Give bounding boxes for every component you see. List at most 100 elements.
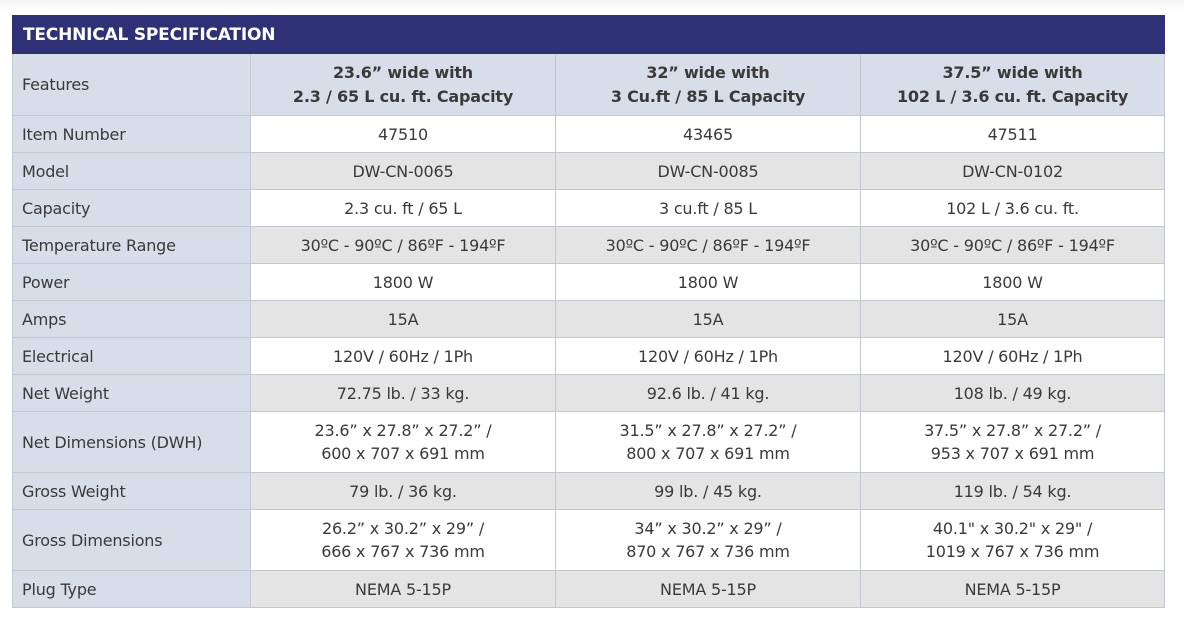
row-label: Power: [12, 263, 251, 301]
table-row: Gross Weight 79 lb. / 36 kg. 99 lb. / 45 k…: [12, 472, 1166, 510]
cell-line: 34” x 30.2” x 29” /: [634, 519, 782, 538]
cell-value: 15A: [859, 300, 1166, 338]
cell-value: 47511: [859, 115, 1166, 153]
row-label: Electrical: [12, 337, 251, 375]
cell-line: 47511: [987, 124, 1038, 144]
header-line: 32” wide with: [646, 62, 770, 82]
column-header: 32” wide with 3 Cu.ft / 85 L Capacity: [555, 53, 861, 116]
cell-value: 72.75 lb. / 33 kg.: [250, 374, 556, 412]
cell-line: NEMA 5-15P: [964, 579, 1061, 599]
cell-line: 120V / 60Hz / 1Ph: [942, 346, 1083, 366]
cell-value: 102 L / 3.6 cu. ft.: [859, 189, 1166, 227]
cell-value: DW-CN-0102: [859, 152, 1166, 190]
header-line: 37.5” wide with: [942, 62, 1083, 82]
cell-line: 30ºC - 90ºC / 86ºF - 194ºF: [605, 235, 811, 255]
row-label: Item Number: [12, 115, 251, 153]
cell-value: 30ºC - 90ºC / 86ºF - 194ºF: [250, 226, 556, 264]
cell-value: 120V / 60Hz / 1Ph: [555, 337, 861, 375]
cell-line: 120V / 60Hz / 1Ph: [333, 346, 473, 366]
table-row: Gross Dimensions 26.2” x 30.2” x 29” / 666…: [12, 509, 1166, 571]
table-row: Plug Type NEMA 5-15P NEMA 5-15P NEMA 5-15P: [12, 570, 1166, 608]
cell-line: 800 x 707 x 691 mm: [626, 444, 790, 463]
cell-value: 1800 W: [250, 263, 556, 301]
table-row: Power 1800 W 1800 W 1800 W: [12, 263, 1166, 301]
cell-value: 40.1" x 30.2" x 29" / 1019 x 767 x 736 mm: [859, 509, 1166, 571]
cell-value: 31.5” x 27.8” x 27.2” / 800 x 707 x 691 m…: [555, 411, 861, 473]
cell-value: 3 cu.ft / 85 L: [555, 189, 861, 227]
header-label: Features: [12, 53, 251, 116]
cell-line: 43465: [683, 124, 733, 144]
cell-value: 30ºC - 90ºC / 86ºF - 194ºF: [555, 226, 861, 264]
cell-line: 1800 W: [982, 272, 1043, 292]
cell-value: 26.2” x 30.2” x 29” / 666 x 767 x 736 mm: [250, 509, 556, 571]
cell-value: NEMA 5-15P: [859, 570, 1166, 608]
cell-line: 15A: [997, 309, 1028, 329]
cell-line: 79 lb. / 36 kg.: [349, 481, 457, 501]
cell-value: DW-CN-0065: [250, 152, 556, 190]
table-row: Capacity 2.3 cu. ft / 65 L 3 cu.ft / 85 L 1…: [12, 189, 1166, 227]
cell-value: 79 lb. / 36 kg.: [250, 472, 556, 510]
cell-line: 119 lb. / 54 kg.: [953, 481, 1072, 501]
cell-value: 119 lb. / 54 kg.: [859, 472, 1166, 510]
cell-line: 31.5” x 27.8” x 27.2” /: [619, 421, 797, 440]
cell-line: 30ºC - 90ºC / 86ºF - 194ºF: [300, 235, 506, 255]
table-row: Electrical 120V / 60Hz / 1Ph 120V / 60Hz /…: [12, 337, 1166, 375]
cell-line: 37.5” x 27.8” x 27.2” /: [924, 421, 1101, 440]
cell-line: 30ºC - 90ºC / 86ºF - 194ºF: [910, 235, 1115, 255]
cell-line: 23.6” x 27.8” x 27.2” /: [314, 421, 492, 440]
cell-line: 72.75 lb. / 33 kg.: [336, 383, 470, 403]
cell-line: DW-CN-0065: [352, 161, 454, 181]
cell-line: 102 L / 3.6 cu. ft.: [946, 198, 1079, 218]
cell-value: 34” x 30.2” x 29” / 870 x 767 x 736 mm: [555, 509, 861, 571]
cell-line: DW-CN-0085: [657, 161, 759, 181]
header-line: 23.6” wide with: [332, 62, 473, 82]
cell-line: 108 lb. / 49 kg.: [953, 383, 1072, 403]
cell-value: 23.6” x 27.8” x 27.2” / 600 x 707 x 691 m…: [250, 411, 556, 473]
cell-line: 47510: [378, 124, 428, 144]
cell-value: 15A: [250, 300, 556, 338]
row-label: Net Weight: [12, 374, 251, 412]
cell-value: 2.3 cu. ft / 65 L: [250, 189, 556, 227]
row-label: Capacity: [12, 189, 251, 227]
cell-value: 120V / 60Hz / 1Ph: [859, 337, 1166, 375]
cell-line: 600 x 707 x 691 mm: [321, 444, 485, 463]
table-title: TECHNICAL SPECIFICATION: [11, 15, 1166, 54]
column-header: 37.5” wide with 102 L / 3.6 cu. ft. Capac…: [859, 53, 1166, 116]
cell-line: NEMA 5-15P: [660, 579, 756, 599]
cell-value: 1800 W: [859, 263, 1166, 301]
table-row: Net Weight 72.75 lb. / 33 kg. 92.6 lb. / 4…: [12, 374, 1166, 412]
table-row: Net Dimensions (DWH) 23.6” x 27.8” x 27.2…: [12, 411, 1166, 473]
cell-value: 37.5” x 27.8” x 27.2” / 953 x 707 x 691 m…: [859, 411, 1166, 473]
header-line: 2.3 / 65 L cu. ft. Capacity: [292, 86, 514, 106]
cell-line: 15A: [692, 309, 724, 329]
row-label: Temperature Range: [12, 226, 251, 264]
cell-value: 108 lb. / 49 kg.: [859, 374, 1166, 412]
cell-value: 47510: [250, 115, 556, 153]
table-row: Temperature Range 30ºC - 90ºC / 86ºF - 19…: [12, 226, 1166, 264]
spec-table: TECHNICAL SPECIFICATION Features 23.6” w…: [11, 15, 1166, 608]
cell-line: 99 lb. / 45 kg.: [654, 481, 762, 501]
cell-line: 2.3 cu. ft / 65 L: [344, 198, 462, 218]
cell-line: DW-CN-0102: [962, 161, 1063, 181]
cell-line: 666 x 767 x 736 mm: [321, 542, 485, 561]
header-line: 3 Cu.ft / 85 L Capacity: [610, 86, 806, 106]
table-row: Model DW-CN-0065 DW-CN-0085 DW-CN-0102: [12, 152, 1166, 190]
cell-line: 92.6 lb. / 41 kg.: [646, 383, 770, 403]
cell-value: 30ºC - 90ºC / 86ºF - 194ºF: [859, 226, 1166, 264]
row-label: Model: [12, 152, 251, 190]
column-header: 23.6” wide with 2.3 / 65 L cu. ft. Capaci…: [250, 53, 556, 116]
table-row: Amps 15A 15A 15A: [12, 300, 1166, 338]
cell-value: NEMA 5-15P: [250, 570, 556, 608]
cell-value: 92.6 lb. / 41 kg.: [555, 374, 861, 412]
row-label: Net Dimensions (DWH): [12, 411, 251, 473]
cell-line: 1800 W: [372, 272, 434, 292]
top-band: [0, 0, 1184, 10]
cell-line: 870 x 767 x 736 mm: [626, 542, 790, 561]
cell-line: 1800 W: [677, 272, 739, 292]
cell-value: DW-CN-0085: [555, 152, 861, 190]
cell-line: 15A: [387, 309, 419, 329]
cell-line: 3 cu.ft / 85 L: [658, 198, 758, 218]
cell-line: 953 x 707 x 691 mm: [930, 444, 1095, 463]
cell-line: 40.1" x 30.2" x 29" /: [932, 519, 1093, 538]
table-row: Item Number 47510 43465 47511: [12, 115, 1166, 153]
